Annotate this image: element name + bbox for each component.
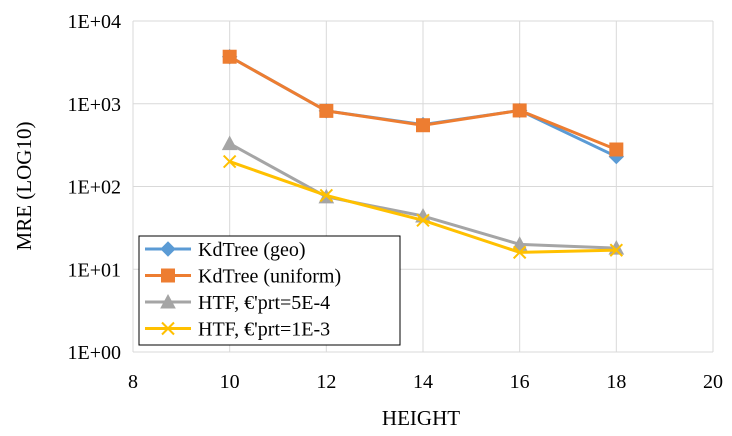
series-layer: [221, 49, 625, 260]
x-tick-label: 16: [510, 371, 530, 393]
data-point-marker: [161, 268, 175, 283]
data-point-marker: [160, 293, 176, 309]
data-point-marker: [161, 321, 175, 336]
marker-stroke: [512, 245, 527, 260]
y-tick-label: 1E+04: [68, 11, 122, 33]
x-tick-label: 20: [703, 371, 723, 393]
x-axis-title: HEIGHT: [382, 406, 460, 430]
legend-label: HTF, €'prt=5E-4: [198, 292, 330, 314]
y-axis-title: MRE (LOG10): [12, 122, 36, 251]
data-point-marker: [512, 245, 527, 260]
legend-item-2: HTF, €'prt=5E-4: [145, 292, 330, 314]
legend-label: HTF, €'prt=1E-3: [198, 319, 330, 341]
legend: KdTree (geo) KdTree (uniform) HTF, €'prt=5…: [138, 235, 401, 346]
legend-label: KdTree (geo): [198, 239, 306, 261]
data-point-marker: [221, 135, 238, 151]
y-axis-tick-labels: 1E+00 1E+01 1E+02 1E+03 1E+04: [68, 11, 122, 364]
data-point-marker: [319, 103, 334, 118]
data-point-marker: [319, 188, 334, 203]
marker-stroke: [161, 321, 175, 336]
x-tick-label: 18: [606, 371, 626, 393]
marker-stroke: [609, 243, 624, 257]
x-tick-label: 14: [413, 371, 433, 393]
y-tick-label: 1E+00: [68, 342, 122, 364]
y-tick-label: 1E+03: [68, 94, 122, 116]
y-tick-label: 1E+02: [68, 177, 122, 199]
data-point-marker: [609, 243, 624, 257]
marker-stroke: [416, 213, 430, 228]
marker-stroke: [319, 188, 334, 203]
x-tick-label: 12: [316, 371, 336, 393]
data-point-marker: [160, 241, 176, 257]
marker-stroke: [222, 154, 237, 169]
data-point-marker: [416, 118, 430, 133]
data-point-marker: [511, 236, 528, 251]
legend-box: [138, 235, 401, 346]
data-point-marker: [222, 154, 237, 169]
legend-item-1: KdTree (uniform): [145, 266, 341, 288]
series-1: [222, 49, 624, 157]
data-point-marker: [416, 213, 430, 228]
legend-item-0: KdTree (geo): [145, 239, 306, 261]
legend-label: KdTree (uniform): [198, 266, 341, 288]
x-axis-tick-labels: 8 10 12 14 16 18 20: [128, 371, 723, 393]
grid: [132, 20, 714, 353]
x-tick-label: 10: [220, 371, 240, 393]
legend-item-3: HTF, €'prt=1E-3: [145, 319, 330, 341]
data-point-marker: [512, 103, 527, 118]
y-tick-label: 1E+01: [68, 259, 122, 281]
x-tick-label: 8: [128, 371, 138, 393]
data-point-marker: [222, 49, 237, 64]
data-point-marker: [609, 142, 624, 157]
series-3: [222, 154, 624, 260]
